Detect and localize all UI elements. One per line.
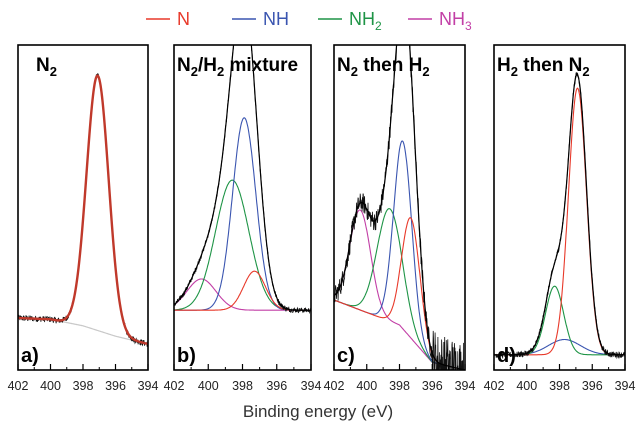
- legend-item-nh2: NH2: [318, 9, 382, 33]
- plot-area: [494, 72, 625, 360]
- raw-spectrum: [174, 45, 311, 315]
- x-tick-label: 398: [232, 379, 253, 393]
- fit-envelope: [334, 45, 465, 370]
- x-tick-label: 396: [582, 379, 603, 393]
- legend: N NH NH2 NH3: [146, 9, 472, 33]
- x-tick-label: 394: [615, 379, 636, 393]
- x-axis-ticks: 402 400 398 396 394: [484, 364, 636, 393]
- x-tick-label: 402: [324, 379, 345, 393]
- peak-n: [174, 270, 311, 311]
- x-tick-label: 402: [8, 379, 29, 393]
- panel-title: N2 then H2: [337, 55, 430, 79]
- panel-letter: a): [21, 345, 39, 367]
- x-tick-label: 396: [105, 379, 126, 393]
- x-tick-label: 394: [138, 379, 159, 393]
- legend-label-nh3: NH3: [439, 9, 472, 33]
- x-tick-label: 398: [389, 379, 410, 393]
- legend-label-nh2: NH2: [349, 9, 382, 33]
- panel-title: N2: [36, 55, 57, 79]
- fit-envelope: [494, 73, 625, 356]
- plot-area: [174, 45, 311, 315]
- x-axis-ticks: 402 400 398 396 394: [324, 364, 476, 393]
- peak-nh3: [174, 278, 311, 311]
- x-tick-label: 400: [198, 379, 219, 393]
- panel-frame: [333, 44, 466, 371]
- x-tick-label: 394: [455, 379, 476, 393]
- x-tick-label: 400: [516, 379, 537, 393]
- panel-b: 402 400 398 396 394 N2/H2 mixture b): [164, 44, 322, 393]
- panel-title: H2 then N2: [497, 55, 590, 79]
- legend-item-n: N: [146, 9, 190, 29]
- plot-area: [18, 72, 148, 347]
- legend-item-nh: NH: [232, 9, 289, 29]
- x-tick-label: 400: [40, 379, 61, 393]
- panel-letter: d): [497, 345, 516, 367]
- x-tick-label: 396: [266, 379, 287, 393]
- x-tick-label: 400: [356, 379, 377, 393]
- x-tick-label: 396: [422, 379, 443, 393]
- panel-letter: c): [337, 345, 355, 367]
- panel-a: 402 400 398 396 394 N2 a): [8, 44, 159, 393]
- plot-area: [334, 45, 465, 370]
- x-tick-label: 398: [549, 379, 570, 393]
- peak-nh: [334, 140, 465, 370]
- x-tick-label: 402: [164, 379, 185, 393]
- panel-d: 402 400 398 396 394 H2 then N2 d): [484, 44, 636, 393]
- panel-c: 402 400 398 396 394 N2 then H2 c): [324, 44, 476, 393]
- x-axis-label: Binding energy (eV): [243, 402, 393, 421]
- fit-envelope: [18, 74, 148, 346]
- peak-n: [494, 87, 625, 356]
- x-axis-ticks: 402 400 398 396 394: [8, 364, 159, 393]
- panels: 402 400 398 396 394 N2 a) 402 400 398 396 394 N2/H2 …: [8, 44, 636, 393]
- peak-nh2: [174, 179, 311, 311]
- legend-item-nh3: NH3: [408, 9, 472, 33]
- peak-nh: [174, 117, 311, 311]
- legend-label-n: N: [177, 9, 190, 29]
- x-tick-label: 398: [73, 379, 94, 393]
- x-tick-label: 402: [484, 379, 505, 393]
- panel-frame: [173, 44, 312, 371]
- x-axis-ticks: 402 400 398 396 394: [164, 364, 322, 393]
- legend-label-nh: NH: [263, 9, 289, 29]
- panel-title: N2/H2 mixture: [177, 55, 298, 79]
- fit-envelope: [174, 45, 311, 311]
- x-tick-label: 394: [301, 379, 322, 393]
- panel-letter: b): [177, 345, 196, 367]
